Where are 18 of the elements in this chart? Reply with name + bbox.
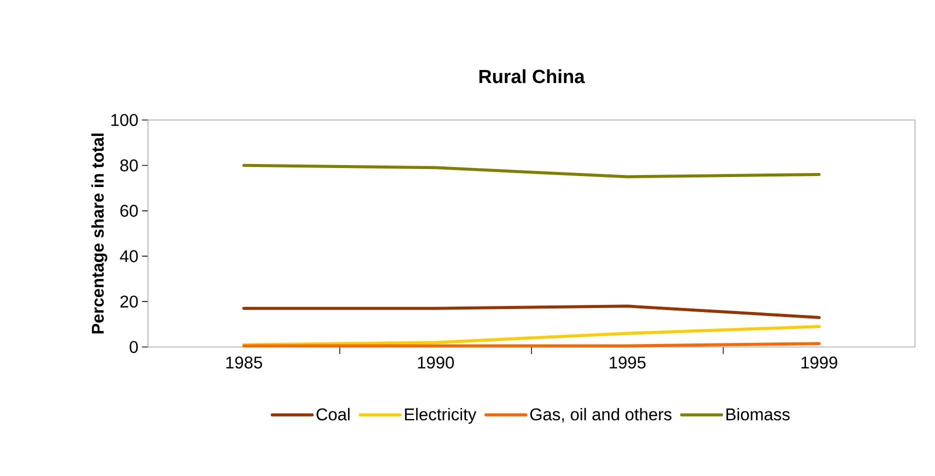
y-tick-label: 100	[111, 114, 138, 126]
legend-label: Biomass	[726, 408, 790, 420]
y-axis-title: Percentage share in total	[91, 134, 108, 334]
x-tick-label: 1985	[226, 356, 262, 369]
x-tick-label: 1990	[418, 356, 454, 369]
legend-label: Electricity	[405, 408, 476, 424]
y-tick-label: 80	[120, 159, 138, 172]
line-series	[242, 325, 821, 346]
chart-title: Rural China	[479, 69, 585, 84]
x-tick-label: 1999	[802, 356, 838, 369]
legend-label: Gas, oil and others	[530, 408, 672, 422]
y-tick-label: 20	[120, 296, 138, 308]
y-tick-label: 60	[120, 204, 138, 217]
line-series	[242, 164, 821, 178]
x-tick-label: 1995	[610, 356, 646, 369]
legend-label: Coal	[316, 408, 350, 420]
y-tick-label: 0	[130, 340, 138, 354]
y-tick-label: 40	[120, 250, 138, 262]
